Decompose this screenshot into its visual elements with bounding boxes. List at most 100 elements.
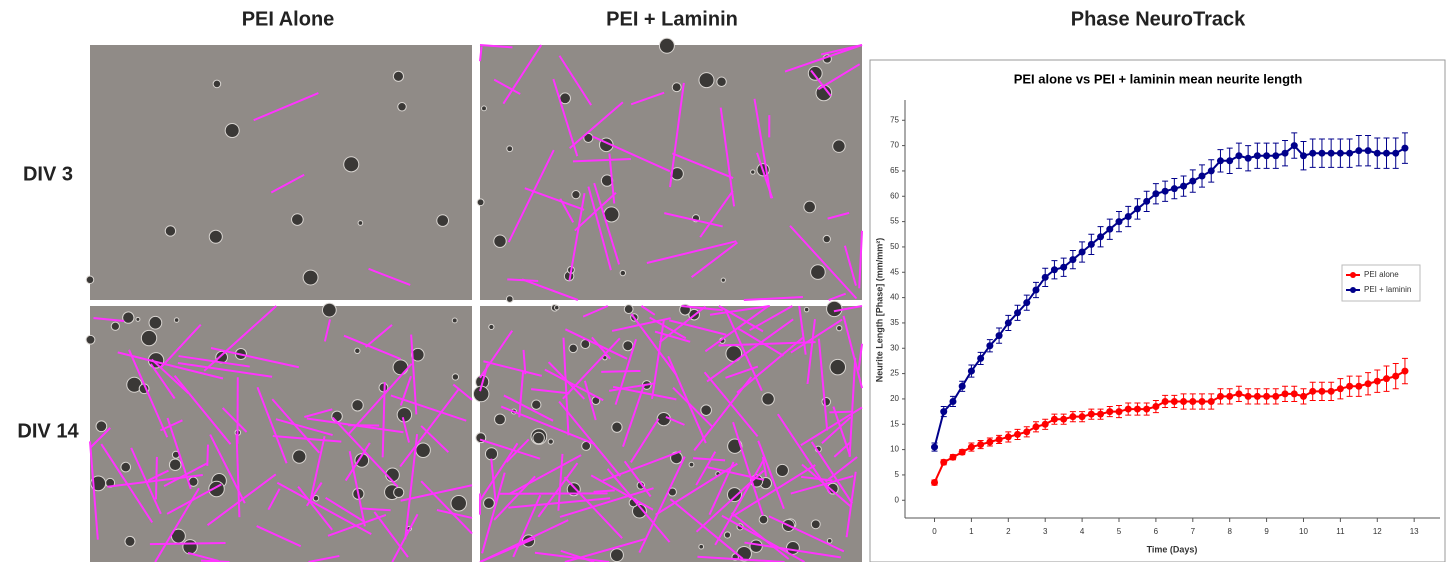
data-point (1097, 233, 1105, 241)
data-point (1115, 218, 1123, 226)
data-point (949, 453, 957, 461)
data-point (1318, 149, 1326, 157)
data-point (1032, 286, 1040, 294)
data-point (958, 382, 966, 390)
neurite (270, 173, 305, 194)
cell (140, 329, 158, 347)
data-point (1383, 149, 1390, 157)
cell (688, 461, 695, 468)
neurite (271, 398, 321, 454)
neurite (817, 338, 829, 431)
neurite (699, 190, 734, 238)
cell (173, 317, 180, 323)
neurite (638, 456, 686, 554)
data-point (1014, 430, 1022, 438)
row-header: DIV 14 (17, 420, 79, 442)
cell (164, 225, 177, 237)
neurite (401, 417, 411, 443)
data-point (1115, 408, 1123, 416)
neurite (508, 497, 611, 509)
neurite (736, 336, 804, 394)
neurite (420, 480, 473, 535)
neurite (832, 406, 852, 457)
cell (357, 220, 364, 226)
x-tick-label: 10 (1299, 527, 1308, 536)
neurite (806, 319, 816, 385)
neurite (479, 537, 536, 562)
data-point (1180, 397, 1188, 405)
data-point (1060, 263, 1068, 271)
neurite (601, 369, 641, 373)
cell (822, 234, 831, 244)
data-point (1281, 390, 1289, 398)
cell (810, 264, 826, 280)
neurite (479, 44, 513, 49)
neurite (798, 305, 807, 355)
neurite (719, 107, 736, 207)
cell (698, 72, 715, 89)
chart-title: PEI alone vs PEI + laminin mean neurite … (1014, 71, 1303, 86)
neurite (507, 149, 555, 243)
y-tick-label: 40 (890, 293, 899, 302)
neurite (187, 551, 219, 562)
neurite (608, 153, 616, 204)
neurite (608, 382, 656, 392)
cell (632, 503, 647, 519)
cell (803, 306, 810, 313)
neurite (665, 415, 685, 426)
legend-label: PEI + laminin (1364, 285, 1411, 294)
neurite (308, 554, 340, 562)
data-point (1050, 266, 1058, 274)
data-point (1318, 387, 1326, 395)
neurite (630, 313, 678, 376)
y-tick-label: 35 (890, 318, 899, 327)
data-point (1124, 405, 1132, 413)
neurite (749, 305, 793, 332)
data-point (1401, 144, 1409, 152)
neurite (672, 386, 714, 428)
cell (611, 421, 623, 433)
cell (810, 519, 821, 530)
neurite (611, 317, 671, 332)
cell (727, 438, 743, 454)
neurite (221, 407, 248, 433)
neurite (490, 458, 497, 502)
neurite (154, 456, 158, 500)
data-point (1346, 382, 1354, 390)
neurite (400, 484, 473, 502)
data-point (1309, 387, 1317, 395)
neurite (344, 442, 371, 482)
neurite (693, 376, 753, 452)
x-tick-label: 1 (969, 527, 974, 536)
neurite (730, 512, 790, 560)
micrographs (85, 37, 863, 562)
y-tick-label: 45 (890, 267, 899, 276)
cell (610, 548, 624, 562)
neurite (654, 330, 691, 343)
cell (836, 324, 843, 332)
data-point (1078, 248, 1086, 256)
data-point (1281, 149, 1289, 157)
cell (168, 458, 182, 472)
neurite (591, 135, 671, 173)
data-point (1263, 152, 1271, 160)
column-header: PEI + Laminin (606, 8, 738, 30)
neurite (343, 334, 402, 361)
y-tick-label: 5 (895, 470, 900, 479)
data-point (1069, 256, 1077, 264)
neurite (348, 363, 413, 435)
neurite (646, 240, 737, 264)
y-tick-label: 50 (890, 242, 899, 251)
data-point (1161, 397, 1169, 405)
data-point (1373, 377, 1381, 385)
cell (716, 76, 727, 88)
y-tick-label: 55 (890, 217, 899, 226)
x-tick-label: 8 (1227, 527, 1232, 536)
neurite (714, 458, 766, 546)
cell (807, 65, 823, 81)
neurite (373, 511, 409, 558)
neurite (365, 324, 393, 348)
neurite (810, 441, 854, 504)
data-point (1060, 415, 1068, 423)
